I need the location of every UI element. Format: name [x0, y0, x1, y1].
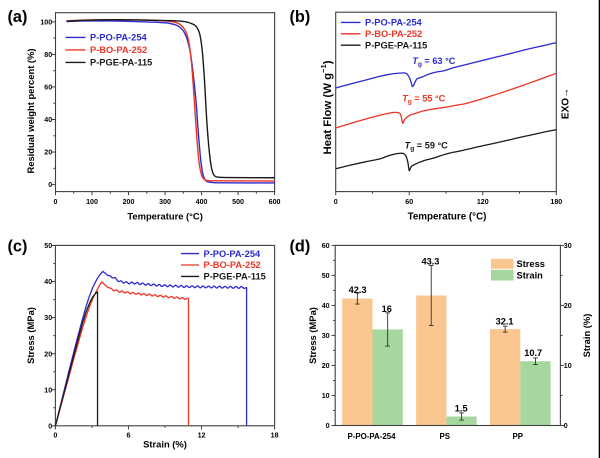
svg-text:60: 60 — [44, 84, 52, 92]
svg-text:40: 40 — [44, 278, 52, 286]
svg-text:0: 0 — [326, 422, 330, 430]
svg-text:20: 20 — [44, 350, 52, 358]
svg-text:Tg = 55 °C: Tg = 55 °C — [402, 94, 446, 106]
svg-text:16: 16 — [382, 304, 392, 314]
svg-text:Stress: Stress — [517, 259, 545, 269]
svg-text:Strain (%): Strain (%) — [143, 438, 187, 449]
svg-text:Strain (%): Strain (%) — [581, 314, 592, 358]
svg-text:P-BO-PA-252: P-BO-PA-252 — [90, 45, 147, 55]
svg-text:0: 0 — [48, 181, 52, 189]
svg-text:6: 6 — [126, 431, 130, 439]
svg-text:20: 20 — [322, 362, 330, 370]
svg-text:20: 20 — [44, 149, 52, 157]
svg-text:500: 500 — [232, 198, 244, 206]
svg-text:200: 200 — [123, 198, 135, 206]
svg-text:100: 100 — [40, 18, 52, 26]
svg-text:Tg = 59 °C: Tg = 59 °C — [405, 141, 449, 153]
svg-text:12: 12 — [198, 431, 206, 439]
svg-text:P-PGE-PA-115: P-PGE-PA-115 — [365, 40, 427, 50]
svg-text:10: 10 — [44, 386, 52, 394]
svg-text:30: 30 — [322, 332, 330, 340]
svg-text:Temperature (°C): Temperature (°C) — [127, 211, 202, 222]
svg-text:Heat Flow (W g−1): Heat Flow (W g−1) — [319, 60, 334, 154]
svg-text:43.3: 43.3 — [421, 256, 439, 266]
svg-text:0: 0 — [48, 422, 52, 430]
svg-text:80: 80 — [44, 51, 52, 59]
svg-text:(a): (a) — [8, 8, 28, 26]
svg-text:0: 0 — [54, 198, 58, 206]
svg-text:Residual weight percent (%): Residual weight percent (%) — [25, 48, 36, 173]
svg-text:P-BO-PA-252: P-BO-PA-252 — [204, 260, 261, 270]
svg-text:32.1: 32.1 — [496, 317, 514, 327]
svg-text:(d): (d) — [290, 237, 311, 255]
svg-text:Tg = 63 °C: Tg = 63 °C — [412, 56, 456, 68]
svg-text:(c): (c) — [8, 237, 28, 255]
svg-text:10.7: 10.7 — [524, 348, 542, 358]
svg-text:50: 50 — [44, 242, 52, 250]
svg-text:P-PO-PA-254: P-PO-PA-254 — [347, 432, 396, 441]
svg-text:42.3: 42.3 — [349, 285, 367, 295]
svg-text:P-PGE-PA-115: P-PGE-PA-115 — [204, 272, 266, 282]
svg-text:P-PO-PA-254: P-PO-PA-254 — [204, 249, 261, 259]
svg-text:10: 10 — [564, 362, 572, 370]
svg-text:Temperature (°C): Temperature (°C) — [408, 212, 487, 223]
svg-text:60: 60 — [405, 198, 413, 206]
svg-text:PS: PS — [440, 432, 451, 441]
svg-text:40: 40 — [322, 302, 330, 310]
svg-text:20: 20 — [564, 302, 572, 310]
svg-text:180: 180 — [550, 198, 562, 206]
svg-text:Strain: Strain — [517, 271, 544, 281]
svg-text:1.5: 1.5 — [455, 403, 468, 413]
svg-text:0: 0 — [53, 431, 57, 439]
svg-text:PP: PP — [513, 432, 524, 441]
svg-text:600: 600 — [269, 198, 281, 206]
svg-text:30: 30 — [44, 314, 52, 322]
svg-text:(b): (b) — [290, 8, 311, 26]
svg-text:60: 60 — [322, 242, 330, 250]
svg-text:40: 40 — [44, 116, 52, 124]
svg-text:18: 18 — [271, 431, 279, 439]
svg-text:300: 300 — [159, 198, 171, 206]
svg-text:0: 0 — [334, 198, 338, 206]
svg-text:Stress (MPa): Stress (MPa) — [25, 307, 36, 364]
svg-text:P-PO-PA-254: P-PO-PA-254 — [365, 18, 422, 28]
svg-text:10: 10 — [322, 392, 330, 400]
svg-text:P-PO-PA-254: P-PO-PA-254 — [90, 33, 147, 43]
svg-text:30: 30 — [564, 242, 572, 250]
svg-text:100: 100 — [86, 198, 98, 206]
svg-text:400: 400 — [196, 198, 208, 206]
svg-text:50: 50 — [322, 272, 330, 280]
svg-text:0: 0 — [564, 422, 568, 430]
svg-text:P-PGE-PA-115: P-PGE-PA-115 — [90, 58, 152, 68]
svg-text:P-BO-PA-252: P-BO-PA-252 — [365, 29, 422, 39]
svg-text:120: 120 — [477, 198, 489, 206]
svg-text:Stress (MPa): Stress (MPa) — [307, 307, 318, 364]
svg-text:EXO→: EXO→ — [561, 88, 572, 119]
